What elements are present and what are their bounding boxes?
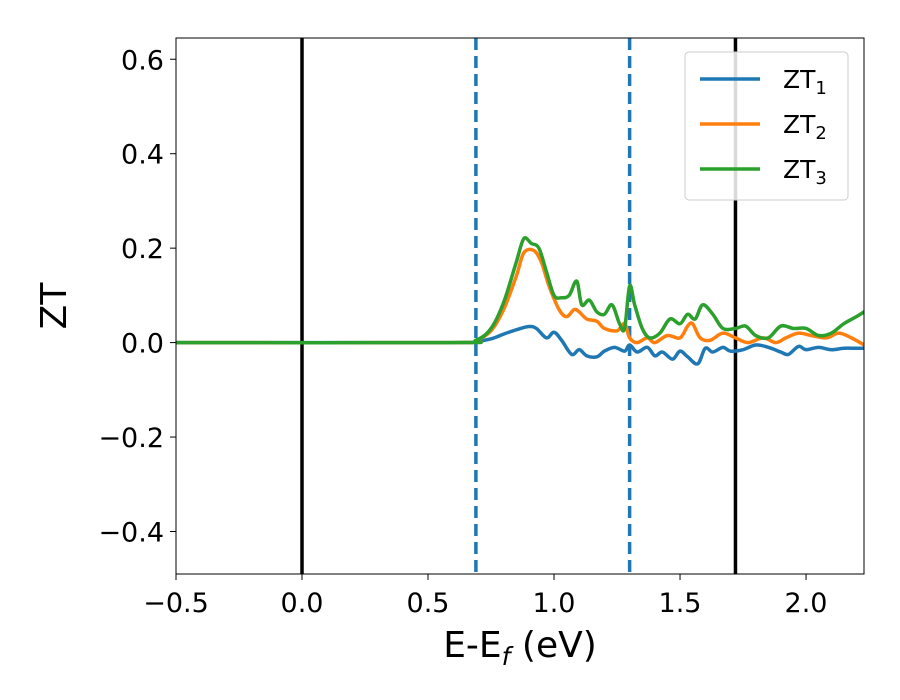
y-tick-label: 0.4 bbox=[121, 140, 164, 171]
x-axis-label-tail: (eV) bbox=[510, 625, 596, 666]
x-tick-label: 1.0 bbox=[533, 588, 576, 619]
x-tick-label: 0.5 bbox=[407, 588, 450, 619]
y-tick-label: 0.0 bbox=[121, 329, 164, 360]
y-tick-label: −0.4 bbox=[98, 517, 164, 548]
x-tick-label: 0.0 bbox=[281, 588, 324, 619]
x-tick-label: 1.5 bbox=[659, 588, 702, 619]
legend-label-zt3: ZT3 bbox=[783, 155, 827, 189]
legend-box bbox=[684, 51, 849, 201]
x-axis-label-base: E-E bbox=[443, 625, 501, 666]
x-tick-label: 2.0 bbox=[785, 588, 828, 619]
series-line-zt1 bbox=[176, 324, 864, 366]
series-line-zt3 bbox=[176, 236, 864, 345]
legend-label-zt1: ZT1 bbox=[783, 65, 827, 99]
legend: ZT1 ZT2 ZT3 bbox=[684, 51, 849, 201]
y-axis-label: ZT bbox=[34, 282, 75, 330]
legend-label-zt2: ZT2 bbox=[783, 110, 827, 144]
y-tick-label: −0.2 bbox=[98, 423, 164, 454]
series-line-zt2 bbox=[176, 247, 864, 347]
y-tick-label: 0.2 bbox=[121, 234, 164, 265]
plot-frame bbox=[175, 37, 865, 575]
x-tick-label: −0.5 bbox=[143, 588, 209, 619]
x-axis-label: E-Ef (eV) bbox=[443, 625, 597, 671]
y-tick-label: 0.6 bbox=[121, 45, 164, 76]
